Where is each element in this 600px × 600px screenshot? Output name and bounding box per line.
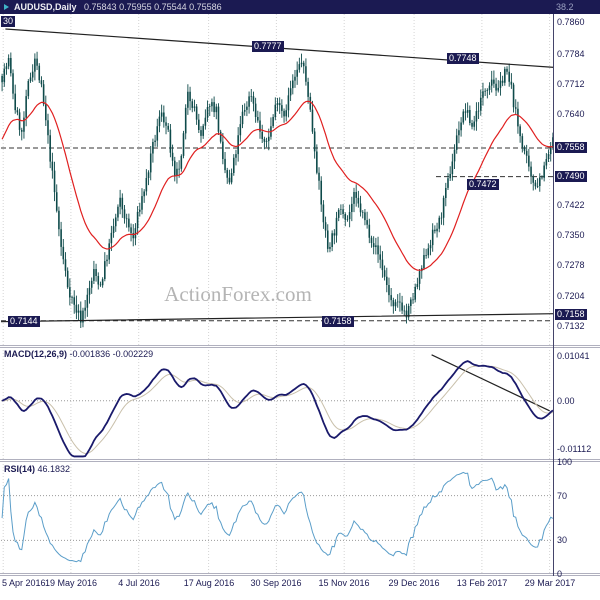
indicator-guide-lines — [1, 400, 553, 541]
y-axis-tick: 0.7278 — [557, 259, 585, 270]
y-axis-tick: 0.7132 — [557, 320, 585, 331]
rsi-axis-tick: 30 — [557, 535, 568, 546]
rsi-axis-tick: 0 — [557, 569, 563, 579]
y-axis-badge: 0.7558 — [555, 141, 587, 153]
x-axis-label: 29 Mar 2017 — [524, 578, 576, 588]
moving-average-line — [1, 100, 553, 271]
x-axis-label: 29 Dec 2016 — [388, 578, 440, 588]
fib-level-label: 38.2 — [556, 2, 574, 12]
x-axis-label: 5 Apr 2016 — [2, 578, 46, 588]
macd-signal-line — [2, 365, 554, 454]
macd-axis-tick: 0.01041 — [557, 351, 590, 361]
rsi-line — [1, 471, 554, 563]
macd-label: MACD(12,26,9) -0.001836 -0.002229 — [4, 349, 153, 359]
macd-axis-tick: 0.00 — [557, 395, 575, 406]
y-axis-tick: 0.7204 — [557, 290, 585, 301]
watermark: ActionForex.com — [164, 282, 312, 306]
y-axis-tick: 0.7712 — [557, 79, 585, 90]
y-axis-badge: 0.7490 — [555, 170, 587, 182]
grid-vertical-lines — [2, 14, 551, 574]
y-axis-tick: 0.7350 — [557, 229, 585, 240]
symbol-arrow-icon — [4, 4, 9, 10]
price-level-badge: 30 — [1, 16, 16, 27]
chart-header: AUDUSD,Daily 0.75843 0.75955 0.75544 0.7… — [0, 0, 600, 14]
rsi-label: RSI(14) 46.1832 — [4, 464, 70, 474]
rsi-axis-tick: 70 — [557, 490, 568, 501]
x-axis-label: 19 May 2016 — [44, 578, 98, 588]
candle-bodies — [1, 58, 554, 323]
price-level-badge: 0.7777 — [252, 41, 284, 52]
rsi-axis-tick: 100 — [557, 457, 573, 467]
y-axis-tick: 0.7640 — [557, 109, 585, 120]
price-level-badge: 0.7748 — [447, 53, 479, 64]
price-level-badge: 0.7144 — [8, 316, 40, 327]
panel-separators — [0, 345, 600, 576]
x-axis-label: 13 Feb 2017 — [456, 578, 508, 588]
price-level-badge: 0.7158 — [322, 316, 354, 327]
macd-title: MACD(12,26,9) — [4, 349, 68, 359]
y-axis-tick: 0.7860 — [557, 17, 585, 28]
y-axis-tick: 0.7422 — [557, 199, 585, 210]
price-level-badge: 0.7472 — [467, 179, 499, 190]
x-axis-label: 4 Jul 2016 — [118, 578, 160, 588]
rsi-title: RSI(14) — [4, 464, 36, 474]
x-axis-label: 15 Nov 2016 — [318, 578, 370, 588]
macd-values: -0.001836 -0.002229 — [69, 349, 154, 359]
x-axis-label: 30 Sep 2016 — [250, 578, 302, 588]
x-axis-label: 17 Aug 2016 — [183, 578, 235, 588]
rsi-value: 46.1832 — [37, 464, 71, 474]
symbol-title: AUDUSD,Daily — [14, 2, 77, 12]
y-axis-tick: 0.7784 — [557, 49, 585, 60]
macd-line — [1, 360, 554, 458]
macd-axis-tick: -0.01112 — [557, 443, 592, 454]
y-axis-badge: 0.7158 — [555, 308, 587, 320]
ohlc-values: 0.75843 0.75955 0.75544 0.75586 — [84, 2, 222, 12]
price-level-dashed-lines — [1, 147, 554, 322]
